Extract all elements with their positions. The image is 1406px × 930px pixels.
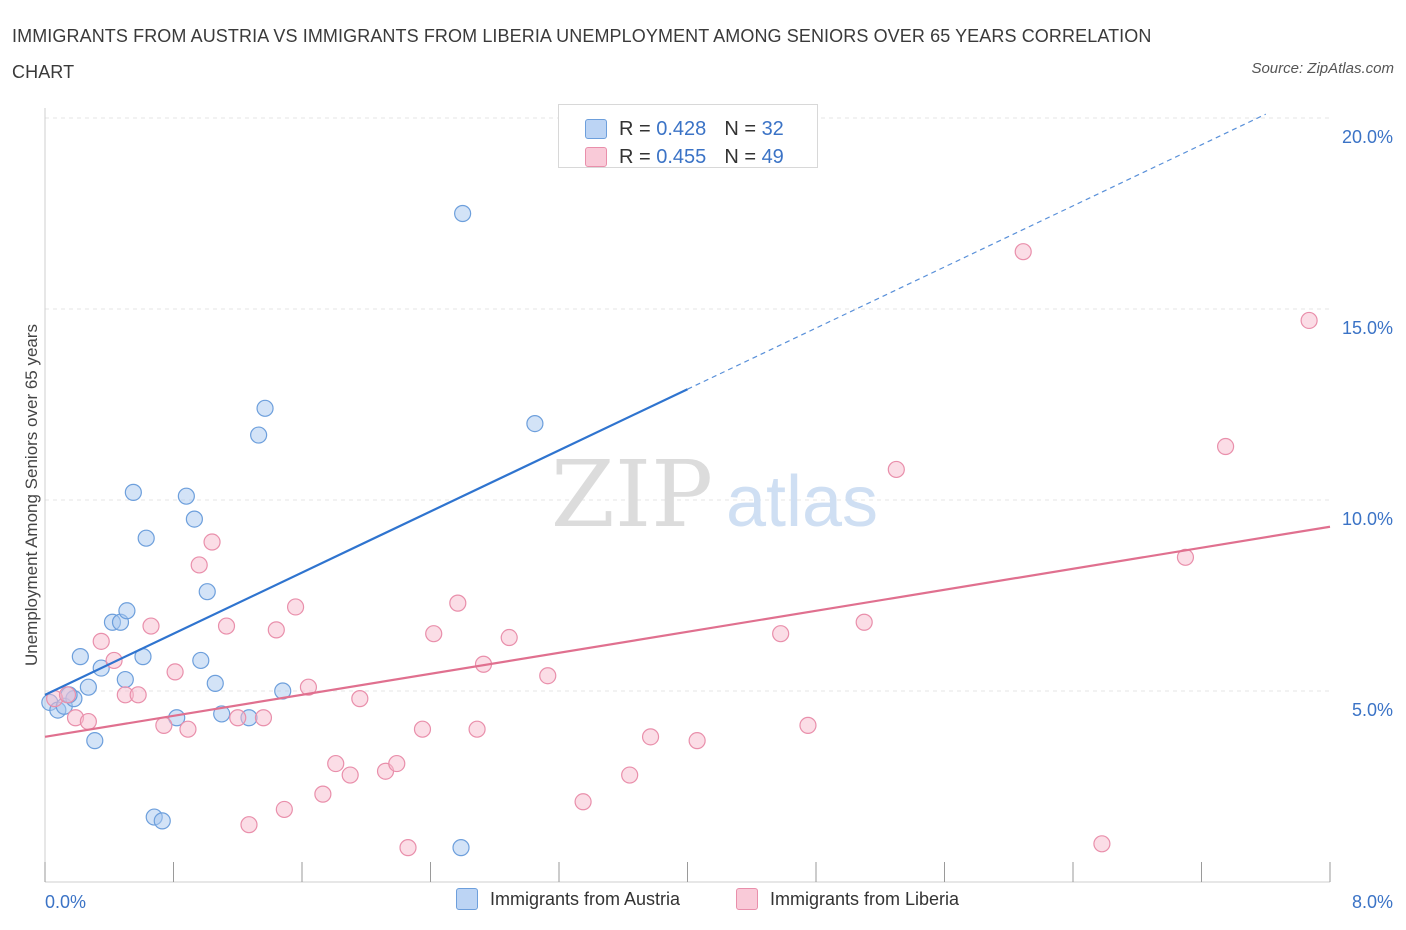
austria-point-12 [124, 483, 142, 501]
liberia-point-14 [217, 617, 236, 635]
legend-swatch-austria [456, 888, 478, 910]
liberia-point-48 [1300, 311, 1318, 330]
liberia-point-36 [574, 793, 592, 811]
liberia-point-39 [688, 732, 706, 750]
liberia-point-22 [314, 785, 332, 803]
liberia-point-31 [449, 594, 467, 612]
r-label-austria: R = [619, 117, 651, 140]
stats-legend-row-liberia: R = 0.455 N = 49 [585, 145, 784, 169]
austria-point-29 [526, 415, 544, 433]
liberia-point-23 [327, 754, 345, 773]
n-label-austria: N = [724, 117, 756, 140]
liberia-trend-line [44, 525, 1331, 738]
legend-label-austria: Immigrants from Austria [490, 888, 681, 909]
austria-swatch [585, 119, 607, 139]
austria-point-16 [153, 812, 171, 830]
liberia-point-25 [351, 690, 369, 708]
liberia-point-10 [166, 663, 184, 681]
legend-label-liberia: Immigrants from Liberia [770, 888, 960, 909]
liberia-point-41 [799, 716, 817, 734]
austria-point-25 [250, 426, 268, 444]
austria-point-10 [116, 670, 134, 689]
austria-point-6 [86, 732, 104, 750]
austria-point-22 [206, 674, 224, 692]
liberia-point-1 [58, 686, 77, 704]
liberia-point-30 [425, 625, 443, 643]
legend-item-liberia: Immigrants from Liberia [736, 888, 959, 910]
liberia-point-24 [341, 766, 359, 784]
liberia-point-3 [79, 712, 97, 731]
liberia-point-35 [539, 667, 557, 685]
chart-title: IMMIGRANTS FROM AUSTRIA VS IMMIGRANTS FR… [12, 26, 1152, 82]
liberia-point-19 [275, 800, 293, 819]
liberia-point-21 [299, 678, 318, 696]
y-tick-label-3: 20.0% [1342, 127, 1393, 147]
liberia-point-16 [240, 816, 258, 834]
liberia-point-38 [641, 728, 660, 746]
austria-point-5 [79, 678, 97, 696]
liberia-point-34 [500, 628, 518, 647]
liberia-point-13 [203, 533, 221, 551]
austria-point-28 [454, 204, 472, 223]
austria-point-11 [118, 602, 136, 620]
n-value-austria: 32 [761, 117, 784, 140]
liberia-point-45 [1093, 835, 1111, 853]
source-label: Source: ZipAtlas.com [1251, 60, 1394, 77]
watermark-zip: ZIP [551, 441, 713, 548]
liberia-point-20 [286, 598, 305, 616]
austria-point-21 [198, 583, 216, 601]
austria-point-19 [185, 510, 203, 528]
y-tick-label-0: 5.0% [1352, 700, 1393, 720]
liberia-point-40 [772, 625, 790, 643]
liberia-point-9 [155, 716, 173, 734]
liberia-point-37 [621, 766, 639, 784]
austria-point-18 [177, 487, 195, 505]
y-tick-label-1: 10.0% [1342, 509, 1393, 529]
n-value-liberia: 49 [761, 145, 784, 168]
stats-legend: R = 0.428 N = 32 R = 0.455 N = 49 [558, 104, 818, 168]
r-value-liberia: 0.455 [656, 145, 707, 168]
liberia-swatch [585, 147, 607, 167]
liberia-point-15 [229, 709, 247, 727]
legend-item-austria: Immigrants from Austria [456, 888, 680, 910]
liberia-point-17 [254, 709, 273, 727]
x-tick-label-1: 8.0% [1352, 892, 1393, 912]
liberia-point-4 [92, 632, 110, 650]
y-tick-label-2: 15.0% [1342, 318, 1393, 338]
r-label-liberia: R = [619, 145, 651, 168]
liberia-point-47 [1216, 437, 1235, 456]
liberia-point-8 [142, 617, 160, 635]
austria-point-4 [71, 648, 89, 666]
liberia-point-27 [388, 754, 406, 773]
liberia-point-32 [468, 720, 486, 738]
liberia-point-28 [399, 839, 417, 857]
austria-trend-extension [687, 113, 1267, 390]
liberia-point-42 [855, 613, 873, 631]
austria-point-30 [452, 839, 470, 857]
austria-point-23 [213, 705, 231, 723]
x-tick-label-0: 0.0% [45, 892, 86, 912]
liberia-point-12 [190, 556, 208, 574]
liberia-point-44 [1014, 243, 1032, 261]
austria-point-26 [256, 399, 274, 417]
legend-swatch-liberia [736, 888, 758, 910]
stats-legend-row-austria: R = 0.428 N = 32 [585, 117, 784, 141]
liberia-point-43 [887, 460, 905, 479]
watermark-atlas: atlas [726, 462, 878, 542]
liberia-point-29 [413, 720, 432, 738]
austria-point-14 [137, 529, 155, 547]
liberia-point-7 [129, 686, 147, 704]
n-label-liberia: N = [724, 145, 756, 168]
liberia-point-18 [267, 621, 285, 639]
austria-trend-line [44, 388, 688, 696]
austria-point-20 [192, 651, 210, 670]
liberia-point-11 [179, 720, 197, 738]
r-value-austria: 0.428 [656, 117, 707, 140]
